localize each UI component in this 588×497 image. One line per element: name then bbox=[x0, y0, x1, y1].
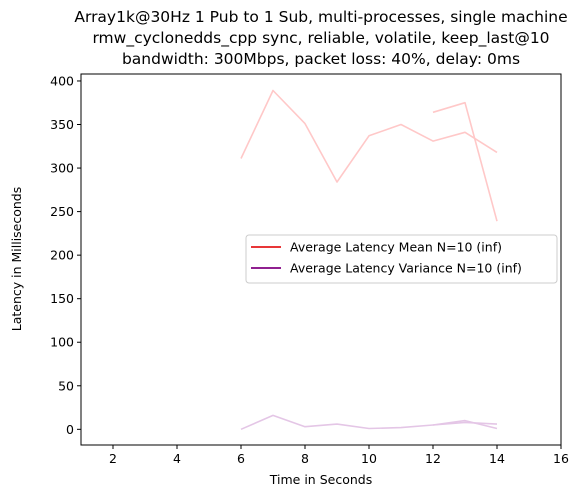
y-tick-label: 100 bbox=[50, 335, 74, 350]
series-line-1 bbox=[240, 89, 498, 183]
y-tick-label: 50 bbox=[58, 378, 74, 393]
y-tick-label: 150 bbox=[50, 291, 74, 306]
x-tick-label: 6 bbox=[237, 451, 245, 466]
series-line-2 bbox=[432, 101, 498, 222]
series-lines bbox=[240, 89, 498, 431]
plot-frame bbox=[80, 73, 562, 446]
title-line-2: rmw_cyclonedds_cpp sync, reliable, volat… bbox=[92, 29, 549, 48]
title-line-1: Array1k@30Hz 1 Pub to 1 Sub, multi-proce… bbox=[74, 8, 567, 26]
y-axis-ticks: 0 50 100 150 200 250 300 350 400 bbox=[50, 73, 81, 437]
x-tick-label: 10 bbox=[361, 451, 377, 466]
y-tick-label: 250 bbox=[50, 204, 74, 219]
series-line-4 bbox=[432, 419, 498, 430]
legend-label-2: Average Latency Variance N=10 (inf) bbox=[290, 261, 522, 276]
x-axis-ticks: 2 4 6 8 10 12 14 16 bbox=[109, 445, 569, 466]
x-tick-label: 14 bbox=[489, 451, 505, 466]
y-tick-label: 0 bbox=[66, 422, 74, 437]
legend: Average Latency Mean N=10 (inf) Average L… bbox=[245, 234, 558, 284]
x-tick-label: 16 bbox=[553, 451, 569, 466]
series-line-3 bbox=[240, 414, 498, 431]
x-tick-label: 4 bbox=[173, 451, 181, 466]
y-tick-label: 400 bbox=[50, 73, 74, 88]
chart-title: Array1k@30Hz 1 Pub to 1 Sub, multi-proce… bbox=[74, 8, 567, 68]
y-tick-label: 350 bbox=[50, 117, 74, 132]
y-tick-label: 300 bbox=[50, 161, 74, 176]
title-line-3: bandwidth: 300Mbps, packet loss: 40%, de… bbox=[122, 50, 520, 68]
legend-box bbox=[245, 234, 558, 284]
legend-label-1: Average Latency Mean N=10 (inf) bbox=[290, 240, 502, 255]
y-axis-label: Latency in Milliseconds bbox=[9, 187, 24, 332]
x-tick-label: 8 bbox=[301, 451, 309, 466]
x-axis-label: Time in Seconds bbox=[269, 472, 372, 487]
x-tick-label: 12 bbox=[425, 451, 441, 466]
y-tick-label: 200 bbox=[50, 248, 74, 263]
x-tick-label: 2 bbox=[109, 451, 117, 466]
